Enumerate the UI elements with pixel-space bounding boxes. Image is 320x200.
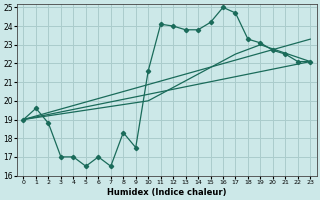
X-axis label: Humidex (Indice chaleur): Humidex (Indice chaleur) bbox=[107, 188, 227, 197]
